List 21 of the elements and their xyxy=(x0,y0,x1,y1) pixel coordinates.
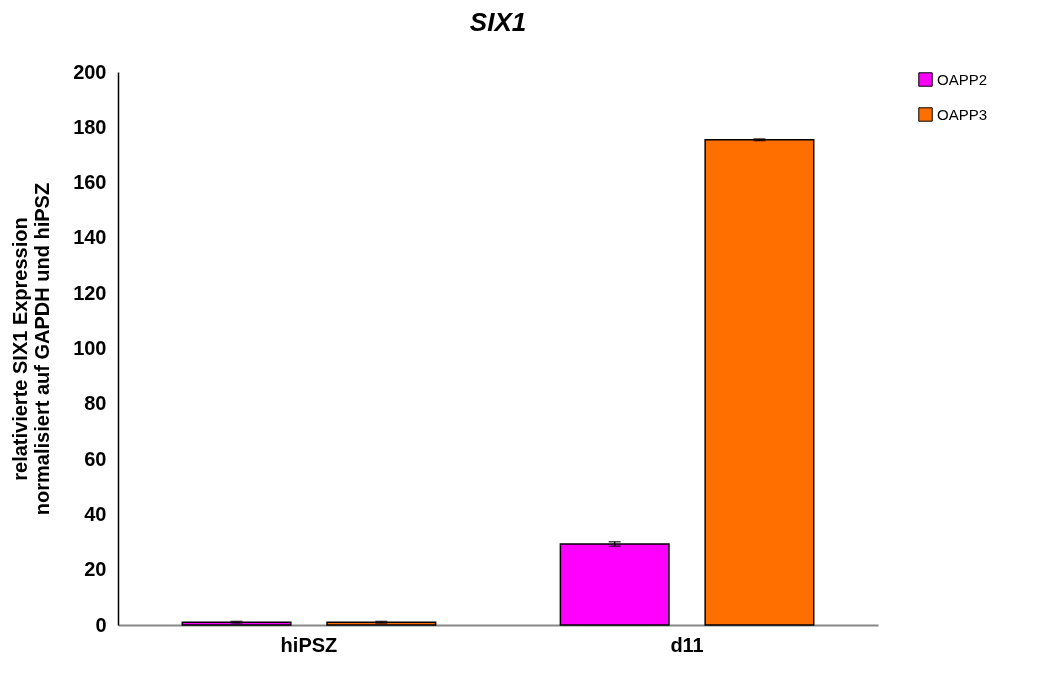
y-tick-label: 160 xyxy=(73,171,107,194)
y-tick-label: 140 xyxy=(73,226,107,249)
y-tick-label: 0 xyxy=(95,613,107,636)
y-axis-title: relativierte SIX1 Expression normalisiert auf GAPDH und hiPSZ xyxy=(9,182,54,516)
bar xyxy=(559,543,670,626)
legend-label: OAPP2 xyxy=(937,70,988,88)
bar xyxy=(181,621,292,626)
x-tick-label: d11 xyxy=(670,633,704,656)
y-tick-label: 80 xyxy=(84,392,107,415)
y-tick-label: 200 xyxy=(73,60,107,83)
x-tick-label: hiPSZ xyxy=(280,633,338,656)
y-tick-label: 40 xyxy=(84,502,107,525)
chart-title: SIX1 xyxy=(469,7,527,37)
y-tick-label: 120 xyxy=(73,281,107,304)
legend-label: OAPP3 xyxy=(937,105,988,123)
y-tick-label: 20 xyxy=(84,558,107,581)
y-tick-label: 60 xyxy=(84,447,107,470)
y-tick-label: 100 xyxy=(73,337,107,359)
bar xyxy=(326,621,437,626)
bar xyxy=(704,138,815,626)
y-tick-label: 180 xyxy=(73,115,107,138)
